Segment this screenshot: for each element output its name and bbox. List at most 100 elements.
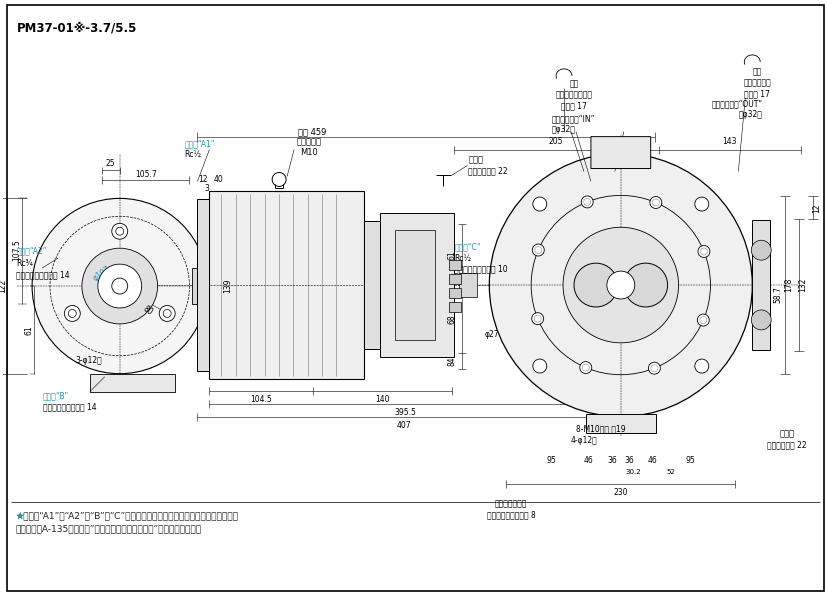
Circle shape	[65, 306, 80, 321]
Circle shape	[649, 197, 661, 209]
Text: 407: 407	[396, 421, 410, 430]
Text: 132: 132	[797, 278, 806, 292]
Circle shape	[532, 244, 543, 256]
Text: 昇圧: 昇圧	[752, 67, 761, 76]
Text: 395.5: 395.5	[394, 408, 416, 417]
Bar	[209, 191, 363, 378]
Text: 58.7: 58.7	[772, 287, 782, 303]
Circle shape	[750, 310, 770, 330]
Text: 80: 80	[141, 305, 154, 318]
Text: 吸込みポート“IN”: 吸込みポート“IN”	[552, 114, 595, 123]
Text: 140: 140	[375, 395, 390, 404]
Text: M10: M10	[299, 148, 318, 157]
Text: 詳細は、A-135ページの”パルポンプ使用上の注意”を参照ください。: 詳細は、A-135ページの”パルポンプ使用上の注意”を参照ください。	[15, 524, 201, 533]
Text: 25: 25	[106, 159, 116, 168]
Text: 30.2: 30.2	[624, 469, 640, 476]
Text: φ27: φ27	[485, 330, 499, 339]
Text: 36: 36	[606, 456, 616, 465]
Text: 36: 36	[624, 456, 633, 465]
Bar	[752, 221, 769, 350]
Circle shape	[579, 362, 591, 374]
FancyBboxPatch shape	[590, 136, 650, 169]
Bar	[586, 414, 655, 433]
Bar	[449, 288, 461, 298]
Text: ポート“A2”: ポート“A2”	[17, 247, 46, 256]
Bar	[394, 230, 434, 340]
Text: 吐出しポート“OUT”: 吐出しポート“OUT”	[710, 100, 762, 108]
Text: 107.5: 107.5	[12, 240, 22, 261]
Bar	[459, 273, 477, 297]
Circle shape	[533, 359, 546, 373]
Text: （φ32）: （φ32）	[738, 110, 762, 119]
Circle shape	[82, 248, 157, 324]
Text: 減少: 減少	[569, 79, 578, 88]
Circle shape	[697, 246, 709, 257]
Circle shape	[694, 359, 708, 373]
Text: 143: 143	[721, 137, 736, 146]
Circle shape	[533, 197, 546, 211]
Text: 105.7: 105.7	[135, 170, 156, 179]
Circle shape	[623, 263, 667, 307]
Text: ★ポート“A1”、“A2”、“B”、“C”は、据付け姿勢により使用区分が異なります。: ★ポート“A1”、“A2”、“B”、“C”は、据付け姿勢により使用区分が異なりま…	[15, 511, 238, 520]
Text: 4-φ12穴: 4-φ12穴	[571, 436, 597, 445]
Circle shape	[489, 154, 752, 417]
Bar	[449, 302, 461, 312]
Text: 12: 12	[811, 204, 820, 213]
Text: ポート“A1”: ポート“A1”	[184, 139, 215, 148]
Text: 205: 205	[548, 137, 562, 146]
Text: Rc½: Rc½	[184, 150, 201, 159]
Text: 95: 95	[546, 456, 555, 465]
Text: 104.5: 104.5	[250, 395, 272, 404]
Text: 40: 40	[213, 175, 223, 184]
Circle shape	[573, 263, 617, 307]
Bar	[197, 256, 227, 316]
Text: 12: 12	[198, 175, 208, 184]
Circle shape	[159, 306, 175, 321]
Bar	[449, 260, 461, 270]
Text: 95: 95	[685, 456, 695, 465]
Text: 3-φ12穴: 3-φ12穴	[74, 356, 102, 365]
Text: 二面幅 17: 二面幅 17	[743, 89, 769, 98]
Text: PM37-01※-3.7/5.5: PM37-01※-3.7/5.5	[17, 21, 137, 34]
Text: プラグ六角穴二面幅 8: プラグ六角穴二面幅 8	[486, 511, 535, 520]
Text: ポート“C”: ポート“C”	[454, 243, 480, 252]
Text: 122: 122	[0, 279, 7, 293]
Text: ポート“B”: ポート“B”	[43, 391, 69, 400]
Text: Rc½: Rc½	[454, 254, 471, 263]
Bar	[90, 374, 174, 392]
Bar	[449, 274, 461, 284]
Text: プラグ二面幅 22: プラグ二面幅 22	[468, 166, 508, 175]
Text: 84: 84	[447, 356, 457, 365]
Text: 61: 61	[447, 250, 457, 260]
Circle shape	[696, 314, 709, 326]
Text: 二面幅 17: 二面幅 17	[561, 101, 586, 110]
Bar	[197, 200, 209, 371]
Circle shape	[562, 227, 678, 343]
Circle shape	[581, 196, 592, 208]
Text: エア抜きポート: エア抜きポート	[495, 499, 527, 509]
Circle shape	[32, 198, 207, 374]
Text: プラグ二面幅 22: プラグ二面幅 22	[767, 440, 806, 449]
Circle shape	[112, 224, 127, 239]
Text: プラグ六角穴二面幅 10: プラグ六角穴二面幅 10	[454, 265, 508, 274]
Text: 178: 178	[784, 278, 793, 292]
Text: 230: 230	[613, 488, 628, 496]
Text: Rc¾: Rc¾	[17, 259, 33, 268]
Text: （φ32）: （φ32）	[552, 125, 576, 134]
Text: 61: 61	[25, 325, 34, 335]
Text: 68: 68	[447, 314, 457, 324]
Text: φ197: φ197	[91, 265, 112, 283]
Text: プラグ六角穴二面幅 14: プラグ六角穴二面幅 14	[17, 271, 69, 280]
Text: 最大 459: 最大 459	[298, 127, 326, 136]
Text: 3: 3	[203, 184, 208, 193]
Bar	[192, 268, 207, 304]
Circle shape	[750, 240, 770, 260]
Text: 52: 52	[666, 469, 674, 476]
Text: アイボルト: アイボルト	[296, 137, 321, 146]
Circle shape	[98, 264, 141, 308]
Text: 139: 139	[222, 279, 232, 293]
Bar	[380, 213, 454, 357]
Circle shape	[694, 197, 708, 211]
Circle shape	[112, 278, 127, 294]
Text: プラグ六角穴二面幅 14: プラグ六角穴二面幅 14	[43, 402, 97, 411]
